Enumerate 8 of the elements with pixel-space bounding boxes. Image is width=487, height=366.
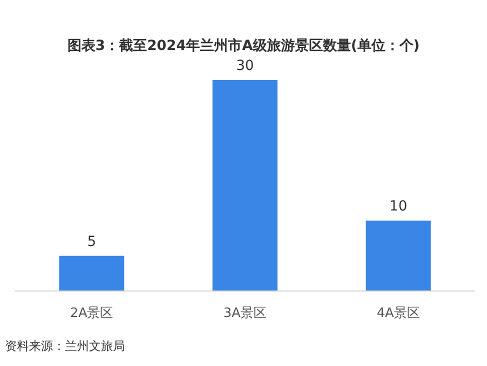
data-label: 5 <box>87 234 96 250</box>
x-tick-label: 3A景区 <box>223 306 267 321</box>
chart-title: 图表3：截至2024年兰州市A级旅游景区数量(单位：个) <box>67 37 420 54</box>
x-tick-label: 4A景区 <box>376 306 420 321</box>
x-tick-label: 2A景区 <box>70 306 114 321</box>
data-label: 30 <box>236 58 254 74</box>
text: 资料来源：兰州文旅局 <box>5 339 125 353</box>
data-label: 10 <box>389 198 408 215</box>
